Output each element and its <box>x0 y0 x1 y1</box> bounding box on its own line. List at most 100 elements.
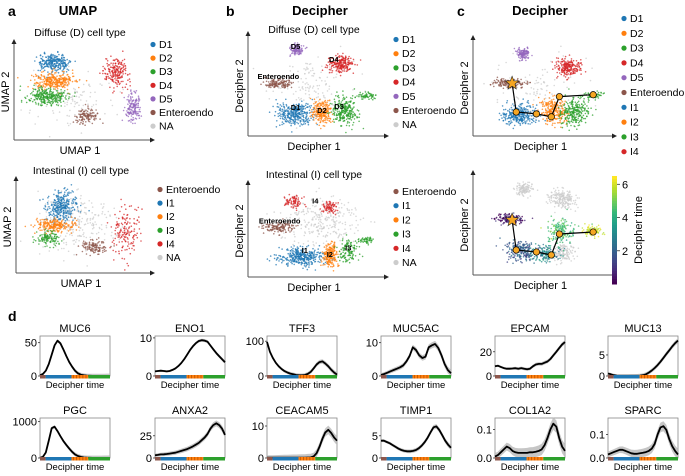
point-d4 <box>331 65 333 67</box>
point-d1 <box>301 100 303 102</box>
point-enteroendo <box>89 243 91 246</box>
point-i1 <box>70 207 73 209</box>
point-na <box>71 234 73 237</box>
point-enteroendo <box>83 114 85 117</box>
y-axis-label: UMAP 2 <box>2 207 14 248</box>
x-axis-label: Decipher 1 <box>287 141 340 153</box>
point-na <box>63 219 66 222</box>
point-d3 <box>57 99 59 101</box>
point-na <box>80 194 82 197</box>
point-na <box>78 239 80 242</box>
point-i2 <box>43 218 45 221</box>
point-d4 <box>102 65 104 68</box>
point-d4 <box>128 78 131 80</box>
point-i1 <box>278 246 280 249</box>
point-na <box>89 85 91 88</box>
point-i2 <box>43 223 45 226</box>
point-i4 <box>111 241 114 243</box>
legend-label: D5 <box>159 93 173 105</box>
point-na <box>64 105 66 107</box>
point-na <box>295 127 298 129</box>
point-i2 <box>324 263 326 266</box>
point-i3 <box>58 236 60 239</box>
point-na <box>74 100 76 103</box>
point-i1 <box>54 208 56 211</box>
point-d2 <box>319 108 322 110</box>
point-d5 <box>131 106 133 109</box>
point-na <box>94 91 96 93</box>
point-i4 <box>131 242 134 245</box>
point-na <box>324 97 326 99</box>
point-na <box>97 231 100 234</box>
point-d2 <box>64 80 67 82</box>
point-na <box>104 213 106 216</box>
point-d1 <box>37 69 39 72</box>
point-na <box>34 123 36 125</box>
point-na <box>78 223 80 225</box>
point-na <box>317 214 320 216</box>
point-enteroendo <box>81 117 84 120</box>
point-d3 <box>356 95 358 97</box>
point-d3 <box>351 97 354 100</box>
point-na <box>355 219 358 222</box>
point-d1 <box>302 116 305 119</box>
point-d3 <box>348 114 350 116</box>
legend-label: I1 <box>166 198 175 210</box>
point-d4 <box>341 58 343 61</box>
point-d1 <box>50 54 52 56</box>
point-d1 <box>305 117 307 119</box>
point-d3 <box>74 92 76 94</box>
point-na <box>316 226 319 228</box>
point-d2 <box>312 116 314 118</box>
point-na <box>65 241 68 244</box>
point-d2 <box>327 99 329 102</box>
point-d5 <box>140 115 143 117</box>
point-d1 <box>289 119 291 122</box>
point-i1 <box>313 250 316 253</box>
point-enteroendo <box>74 115 76 118</box>
point-d5 <box>132 118 135 121</box>
point-enteroendo <box>102 249 104 252</box>
point-i2 <box>45 222 47 225</box>
point-d2 <box>322 108 325 110</box>
point-i2 <box>325 246 328 248</box>
point-d4 <box>120 77 122 79</box>
point-na <box>68 219 71 222</box>
point-d3 <box>30 97 32 100</box>
point-enteroendo <box>84 124 86 126</box>
point-i4 <box>128 227 130 229</box>
point-d1 <box>295 106 298 108</box>
point-d5 <box>299 52 302 54</box>
point-d1 <box>63 65 66 68</box>
point-na <box>76 91 79 94</box>
point-i1 <box>67 216 70 219</box>
point-d3 <box>333 114 336 116</box>
point-d2 <box>65 81 67 84</box>
point-i3 <box>38 238 40 241</box>
point-i1 <box>55 209 57 212</box>
point-i1 <box>296 258 299 260</box>
point-i2 <box>71 220 74 223</box>
point-i1 <box>68 201 70 203</box>
point-d2 <box>62 80 65 82</box>
point-i2 <box>333 250 335 252</box>
point-na <box>71 96 73 98</box>
point-na <box>331 225 334 228</box>
point-d4 <box>124 69 127 72</box>
point-na <box>74 90 76 93</box>
point-i4 <box>132 241 135 243</box>
point-d3 <box>342 96 345 99</box>
point-d4 <box>350 57 352 60</box>
point-na <box>69 96 72 99</box>
point-d1 <box>60 60 63 63</box>
point-i1 <box>63 199 66 202</box>
scatter-points <box>17 50 143 138</box>
legend-label: Enteroendo <box>166 184 220 196</box>
point-d1 <box>52 65 54 67</box>
point-d2 <box>62 74 64 76</box>
point-na <box>71 95 74 97</box>
point-enteroendo <box>78 110 80 112</box>
point-d4 <box>113 87 115 89</box>
point-d2 <box>314 101 317 104</box>
point-na <box>319 220 321 223</box>
